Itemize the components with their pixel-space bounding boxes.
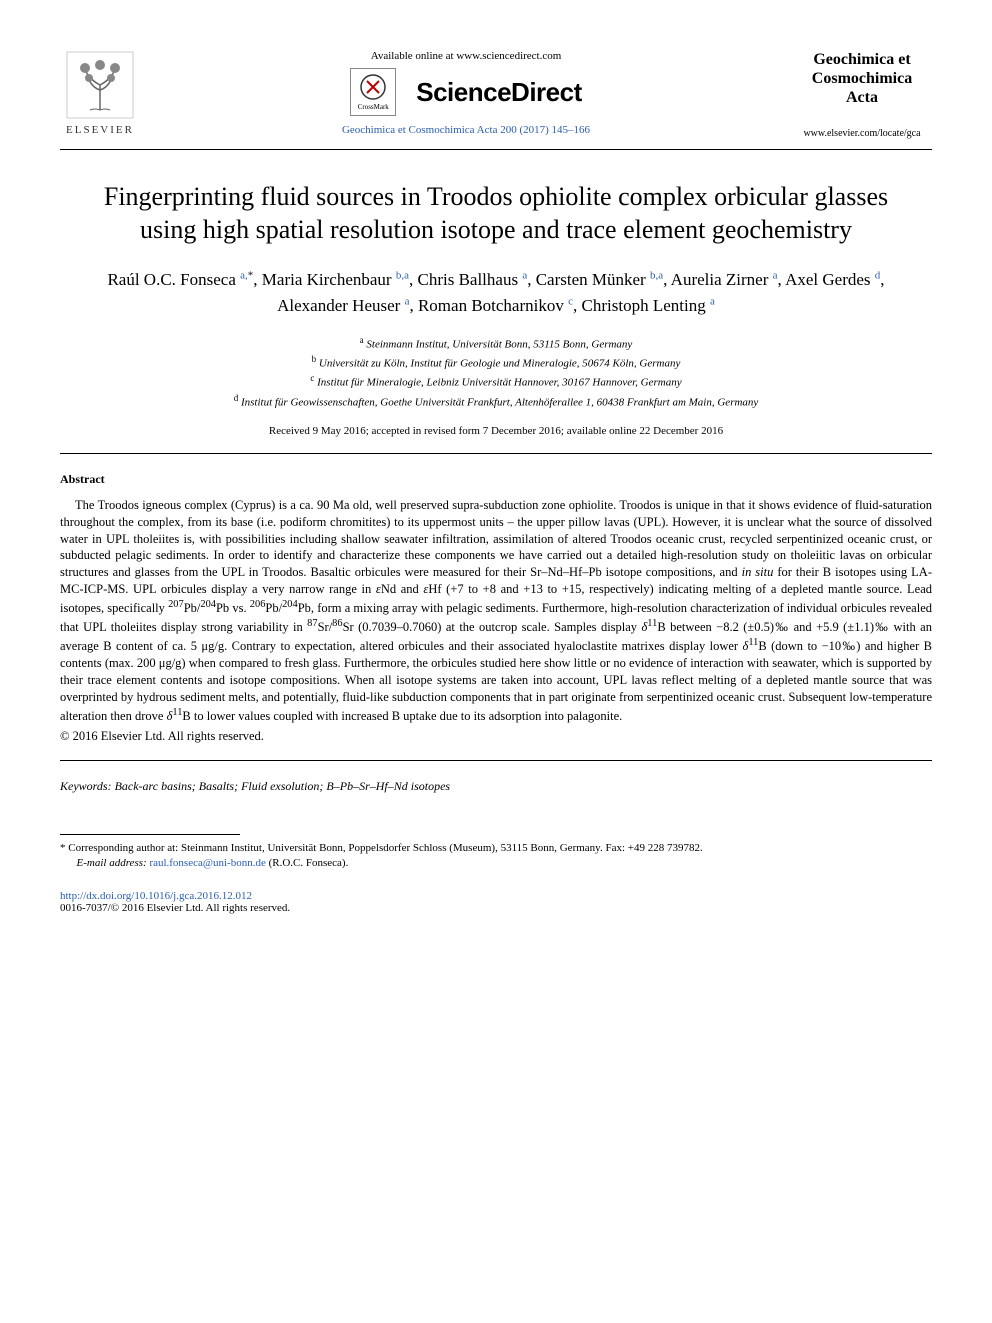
crossmark-sciencedirect-row: CrossMark ScienceDirect	[140, 68, 792, 116]
header-rule	[60, 149, 932, 150]
center-header: Available online at www.sciencedirect.co…	[140, 50, 792, 136]
citation-line[interactable]: Geochimica et Cosmochimica Acta 200 (201…	[140, 124, 792, 136]
keywords-line: Keywords: Back-arc basins; Basalts; Flui…	[60, 779, 932, 794]
elsevier-name: ELSEVIER	[66, 124, 134, 136]
asterisk-marker: *	[60, 842, 66, 854]
journal-title-l2: Cosmochimica	[792, 69, 932, 88]
paper-title: Fingerprinting fluid sources in Troodos …	[90, 180, 902, 248]
email-author: (R.O.C. Fonseca).	[269, 857, 349, 869]
affil-d: d Institut für Geowissenschaften, Goethe…	[60, 392, 932, 411]
corr-text: Corresponding author at: Steinmann Insti…	[68, 842, 702, 854]
author-list: Raúl O.C. Fonseca a,*, Maria Kirchenbaur…	[80, 267, 912, 318]
doi-line: http://dx.doi.org/10.1016/j.gca.2016.12.…	[60, 890, 932, 902]
journal-box: Geochimica et Cosmochimica Acta www.else…	[792, 50, 932, 139]
available-online-text: Available online at www.sciencedirect.co…	[140, 50, 792, 62]
affiliations: a Steinmann Institut, Universität Bonn, …	[60, 334, 932, 411]
affil-a: a Steinmann Institut, Universität Bonn, …	[60, 334, 932, 353]
keywords-label: Keywords:	[60, 779, 112, 793]
email-footnote: E-mail address: raul.fonseca@uni-bonn.de…	[60, 856, 932, 871]
abstract-body: The Troodos igneous complex (Cyprus) is …	[60, 497, 932, 725]
crossmark-badge[interactable]: CrossMark	[350, 68, 396, 116]
footnote-rule	[60, 834, 240, 835]
crossmark-icon	[359, 73, 387, 101]
journal-title-l3: Acta	[792, 88, 932, 107]
abstract-label: Abstract	[60, 472, 932, 487]
elsevier-tree-icon	[65, 50, 135, 120]
journal-title-l1: Geochimica et	[792, 50, 932, 69]
journal-url[interactable]: www.elsevier.com/locate/gca	[792, 128, 932, 139]
abstract-bottom-rule	[60, 760, 932, 761]
elsevier-logo: ELSEVIER	[60, 50, 140, 136]
crossmark-label: CrossMark	[358, 103, 389, 111]
journal-title: Geochimica et Cosmochimica Acta	[792, 50, 932, 108]
copyright-inline: © 2016 Elsevier Ltd. All rights reserved…	[60, 729, 932, 744]
header-row: ELSEVIER Available online at www.science…	[60, 50, 932, 139]
copyright-bottom: 0016-7037/© 2016 Elsevier Ltd. All right…	[60, 902, 932, 914]
sciencedirect-logo: ScienceDirect	[416, 77, 581, 108]
affil-b: b Universität zu Köln, Institut für Geol…	[60, 353, 932, 372]
corresponding-footnote: * Corresponding author at: Steinmann Ins…	[60, 841, 932, 856]
abstract-top-rule	[60, 453, 932, 454]
keywords-text: Back-arc basins; Basalts; Fluid exsoluti…	[115, 779, 451, 793]
email-link[interactable]: raul.fonseca@uni-bonn.de	[149, 857, 265, 869]
email-label: E-mail address:	[77, 857, 147, 869]
affil-c: c Institut für Mineralogie, Leibniz Univ…	[60, 372, 932, 391]
article-dates: Received 9 May 2016; accepted in revised…	[60, 425, 932, 437]
doi-link[interactable]: http://dx.doi.org/10.1016/j.gca.2016.12.…	[60, 890, 252, 902]
